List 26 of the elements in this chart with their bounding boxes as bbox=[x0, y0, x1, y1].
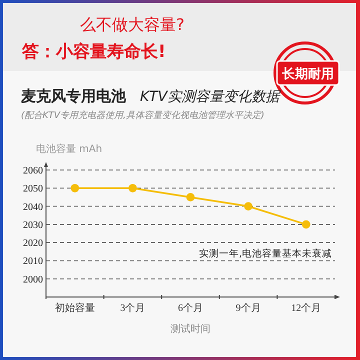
text: 答：小容量寿命长! bbox=[21, 42, 166, 62]
point bbox=[302, 220, 310, 229]
text: (配合KTV专用充电器使用,具体容量变化视电池管理水平决定) bbox=[21, 110, 264, 121]
point bbox=[70, 184, 80, 192]
text: 么不做大容量? bbox=[80, 15, 184, 34]
point bbox=[186, 193, 195, 202]
x-tick-label: 12个月 bbox=[291, 302, 322, 314]
chart-subtitle: KTV实测容量变化数据 bbox=[140, 89, 282, 105]
point bbox=[128, 184, 137, 192]
x-tick-label: 初始容量 bbox=[54, 302, 95, 314]
x-tick-label: 9个月 bbox=[236, 302, 261, 314]
x-axis-title: 测试时间 bbox=[170, 323, 210, 335]
y-tick-label: 2060 bbox=[23, 166, 43, 176]
y-tick-label: 2010 bbox=[23, 256, 43, 268]
chart-title: 麦克风专用电池 bbox=[20, 87, 127, 105]
annotation: 实测一年,电池容量基本未衰减 bbox=[198, 248, 332, 260]
y-tick-label: 2030 bbox=[23, 220, 43, 231]
text: 长期耐用 bbox=[281, 67, 334, 82]
x-tick-label: 3个月 bbox=[120, 302, 146, 314]
point bbox=[244, 202, 252, 210]
y-tick-label: 2000 bbox=[23, 274, 43, 286]
y-tick-label: 2020 bbox=[23, 238, 43, 250]
x-tick-label: 6个月 bbox=[178, 302, 203, 314]
y-axis-title: 电池容量 mAh bbox=[36, 143, 102, 155]
y-tick-label: 2050 bbox=[23, 184, 43, 195]
y-tick-label: 2040 bbox=[23, 202, 43, 213]
